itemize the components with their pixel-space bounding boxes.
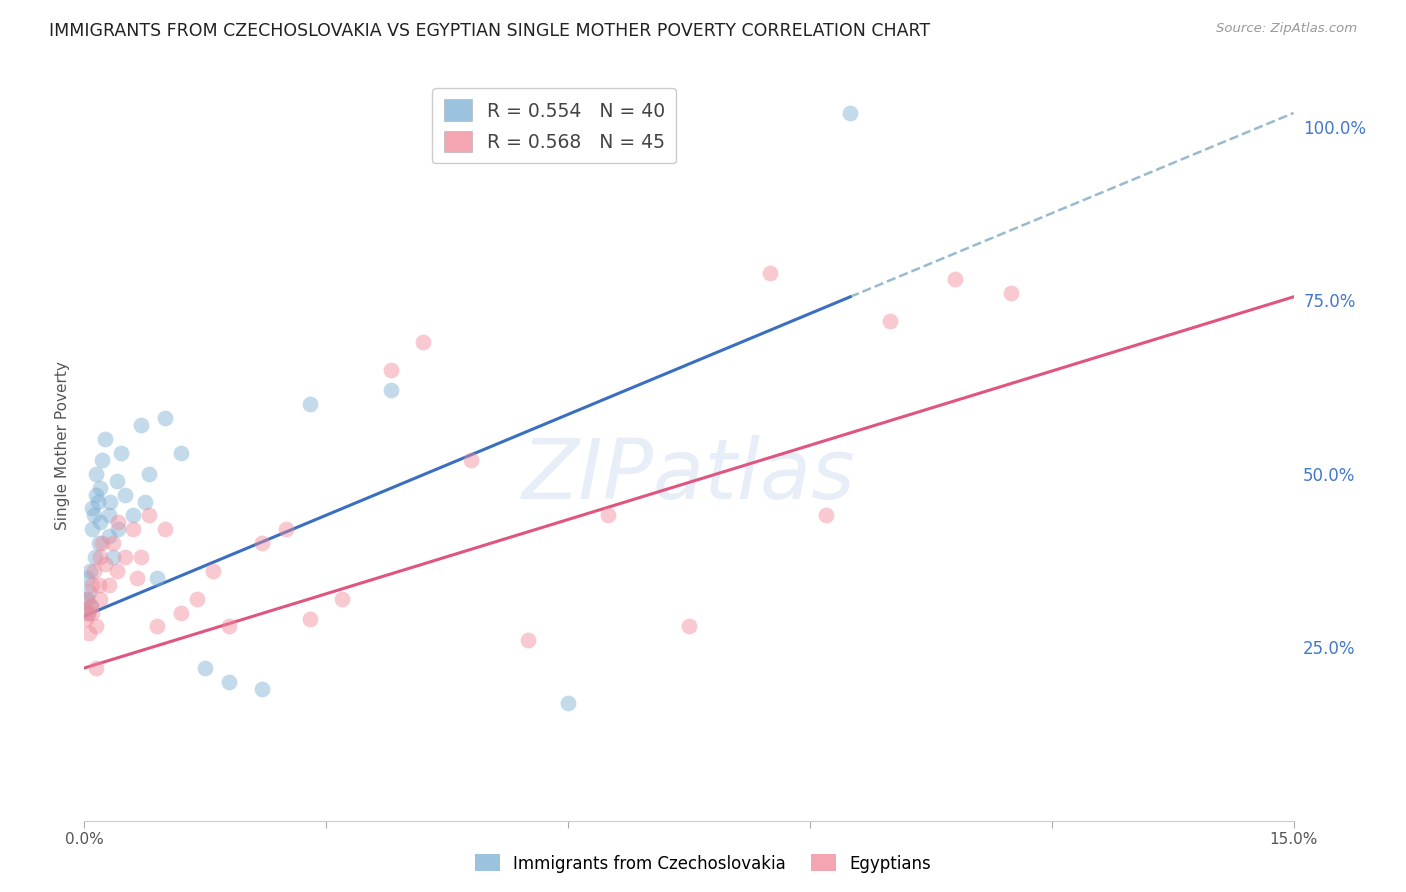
Point [91, 453, 114, 467]
Point [76, 571, 98, 585]
Point [129, 549, 152, 564]
Point [153, 522, 176, 536]
Point [138, 508, 160, 523]
Point [879, 314, 901, 328]
Point [218, 619, 240, 633]
Point [299, 612, 322, 626]
Point [114, 487, 136, 501]
Point [146, 619, 169, 633]
Point [194, 661, 217, 675]
Point [202, 564, 225, 578]
Point [83, 508, 105, 523]
Point [87, 494, 110, 508]
Point [105, 474, 128, 488]
Point [516, 633, 538, 648]
Legend: Immigrants from Czechoslovakia, Egyptians: Immigrants from Czechoslovakia, Egyptian… [468, 847, 938, 880]
Point [114, 549, 136, 564]
Point [83, 564, 105, 578]
Point [146, 571, 169, 585]
Point [107, 516, 129, 530]
Point [91, 536, 114, 550]
Text: ZIPatlas: ZIPatlas [522, 435, 856, 516]
Legend: R = 0.554   N = 40, R = 0.568   N = 45: R = 0.554 N = 40, R = 0.568 N = 45 [432, 88, 676, 163]
Point [82, 522, 104, 536]
Point [814, 508, 837, 523]
Point [125, 571, 148, 585]
Point [107, 522, 129, 536]
Point [330, 591, 353, 606]
Point [138, 467, 160, 481]
Point [101, 549, 124, 564]
Point [77, 626, 100, 640]
Point [83, 549, 105, 564]
Point [839, 106, 862, 120]
Point [82, 578, 104, 592]
Point [89, 481, 111, 495]
Point [76, 591, 98, 606]
Point [274, 522, 297, 536]
Point [101, 536, 124, 550]
Point [82, 501, 104, 516]
Point [77, 606, 100, 620]
Point [93, 557, 115, 571]
Point [153, 411, 176, 425]
Point [121, 522, 143, 536]
Point [1000, 286, 1022, 301]
Point [105, 564, 128, 578]
Point [460, 453, 482, 467]
Point [380, 362, 402, 376]
Point [110, 446, 132, 460]
Point [89, 591, 111, 606]
Point [186, 591, 208, 606]
Point [758, 266, 780, 280]
Point [299, 397, 322, 411]
Point [218, 674, 240, 689]
Point [77, 606, 100, 620]
Point [77, 584, 100, 599]
Point [380, 384, 402, 398]
Point [678, 619, 700, 633]
Point [86, 619, 108, 633]
Text: Source: ZipAtlas.com: Source: ZipAtlas.com [1216, 22, 1357, 36]
Point [557, 696, 579, 710]
Point [98, 494, 121, 508]
Point [75, 591, 97, 606]
Text: IMMIGRANTS FROM CZECHOSLOVAKIA VS EGYPTIAN SINGLE MOTHER POVERTY CORRELATION CHA: IMMIGRANTS FROM CZECHOSLOVAKIA VS EGYPTI… [49, 22, 931, 40]
Point [170, 446, 193, 460]
Point [97, 529, 120, 543]
Point [121, 508, 143, 523]
Point [80, 599, 103, 613]
Point [97, 508, 120, 523]
Point [943, 272, 966, 286]
Point [250, 536, 273, 550]
Point [86, 661, 108, 675]
Point [80, 599, 103, 613]
Point [89, 516, 111, 530]
Point [170, 606, 193, 620]
Point [134, 494, 156, 508]
Point [87, 536, 110, 550]
Point [79, 564, 101, 578]
Point [82, 606, 104, 620]
Point [129, 418, 152, 433]
Point [93, 432, 115, 446]
Point [86, 467, 108, 481]
Point [75, 612, 97, 626]
Point [87, 578, 110, 592]
Point [598, 508, 620, 523]
Point [97, 578, 120, 592]
Point [412, 334, 434, 349]
Y-axis label: Single Mother Poverty: Single Mother Poverty [55, 361, 70, 531]
Point [89, 549, 111, 564]
Point [250, 681, 273, 696]
Point [86, 487, 108, 501]
